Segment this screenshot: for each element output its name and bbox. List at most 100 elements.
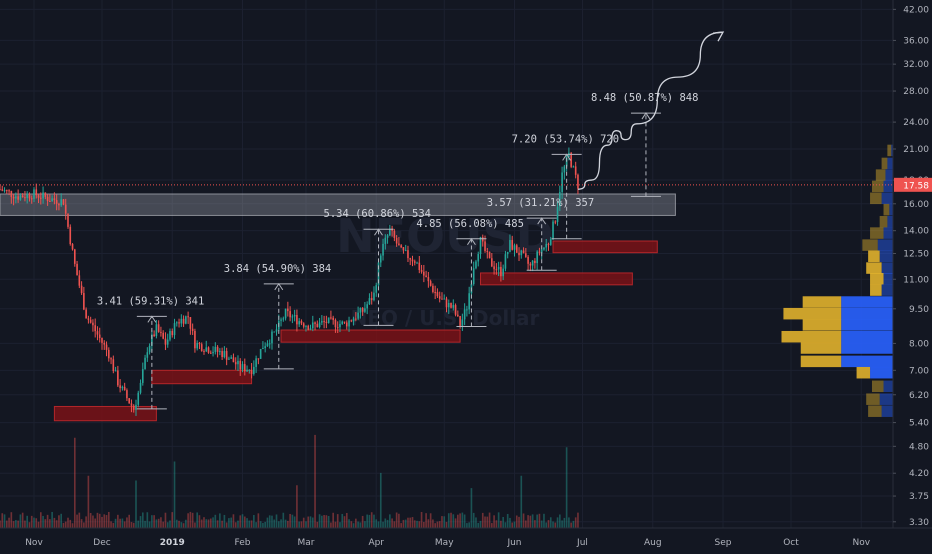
volume-bar	[248, 520, 251, 528]
candle-body	[187, 316, 189, 318]
price-axis-label: 8.00	[909, 339, 929, 349]
volume-bar	[28, 522, 31, 528]
volume-bar	[325, 515, 328, 528]
volume-bar	[522, 513, 525, 528]
candle-body	[429, 281, 432, 286]
volume-bar	[441, 516, 443, 528]
volume-bar	[64, 521, 67, 528]
measure-arrowhead	[147, 315, 157, 323]
candle-body	[420, 270, 423, 272]
volume-bar	[309, 516, 312, 528]
profile-bar-down	[879, 215, 888, 228]
candle-body	[259, 348, 262, 359]
time-axis-label: Apr	[368, 538, 384, 548]
volume-bar	[352, 523, 355, 528]
volume-bar	[234, 522, 237, 528]
volume-bar	[53, 517, 56, 528]
profile-bar-down	[875, 169, 886, 181]
candle-body	[468, 293, 470, 310]
profile-bar-down	[800, 342, 842, 354]
profile-bar-down	[871, 380, 884, 393]
measure-arrowhead	[562, 153, 572, 161]
volume-bar	[42, 515, 44, 528]
volume-bar	[85, 516, 87, 528]
volume-bar	[94, 518, 97, 528]
profile-bar-down	[868, 250, 880, 263]
volume-bar	[230, 517, 232, 528]
candle-body	[330, 317, 332, 319]
volume-bar	[180, 522, 183, 528]
candle-body	[268, 343, 271, 345]
candle-body	[171, 330, 174, 336]
candle-body	[121, 386, 124, 389]
volume-bar	[253, 515, 255, 528]
candle-body	[366, 304, 368, 309]
time-axis-label: Nov	[25, 538, 43, 548]
volume-bar	[463, 514, 466, 528]
volume-bar	[552, 521, 554, 528]
candle-body	[253, 366, 255, 374]
volume-bar	[491, 523, 493, 528]
volume-bar	[565, 447, 568, 528]
volume-bar	[429, 513, 432, 528]
volume-bar	[359, 522, 362, 528]
volume-bar	[497, 512, 500, 528]
candle-body	[87, 318, 90, 320]
volume-bar	[481, 512, 484, 528]
candle-body	[205, 347, 208, 352]
candle-body	[400, 245, 402, 248]
profile-bar-down	[887, 144, 892, 157]
volume-bar	[157, 518, 160, 528]
volume-bar	[67, 517, 69, 528]
volume-bar	[101, 516, 103, 528]
volume-bar	[160, 517, 162, 528]
volume-bar	[493, 515, 495, 528]
candle-body	[323, 321, 325, 323]
candle-body	[0, 189, 1, 191]
volume-bar	[291, 514, 294, 528]
volume-bar	[298, 521, 300, 528]
volume-bar	[282, 512, 285, 528]
candle-body	[502, 268, 504, 277]
volume-bar	[330, 522, 332, 528]
time-axis-label: Aug	[644, 538, 662, 548]
candle-body	[139, 382, 142, 393]
candle-body	[450, 302, 452, 308]
candle-body	[488, 251, 491, 259]
time-axis-label: Jul	[576, 538, 588, 548]
candle-body	[314, 322, 316, 324]
volume-bar	[468, 522, 470, 528]
volume-bar	[355, 518, 357, 528]
candle-body	[207, 347, 210, 353]
candle-body	[506, 251, 509, 255]
volume-bar	[19, 514, 22, 528]
candle-body	[538, 251, 541, 253]
volume-bar	[83, 522, 85, 528]
candle-body	[173, 323, 176, 336]
candle-body	[155, 324, 158, 337]
price-axis-label: 32.00	[903, 60, 929, 70]
candle-body	[37, 195, 40, 198]
volume-bar	[191, 512, 194, 528]
candle-body	[407, 250, 409, 259]
candle-body	[182, 318, 185, 324]
candle-body	[384, 237, 387, 244]
profile-bar-up	[877, 239, 897, 251]
candle-body	[554, 221, 557, 223]
candle-body	[60, 199, 63, 206]
candle-body	[409, 258, 412, 260]
volume-bar	[293, 516, 296, 528]
volume-bar	[21, 512, 24, 528]
candle-body	[257, 358, 260, 360]
candle-body	[364, 308, 366, 312]
time-axis-label: Mar	[297, 538, 314, 548]
candle-body	[19, 195, 22, 200]
candle-body	[234, 362, 237, 365]
volume-bar	[450, 512, 452, 528]
zones	[0, 193, 676, 422]
volume-bar	[377, 521, 380, 528]
candle-body	[572, 166, 575, 168]
volume-bar	[187, 513, 189, 528]
